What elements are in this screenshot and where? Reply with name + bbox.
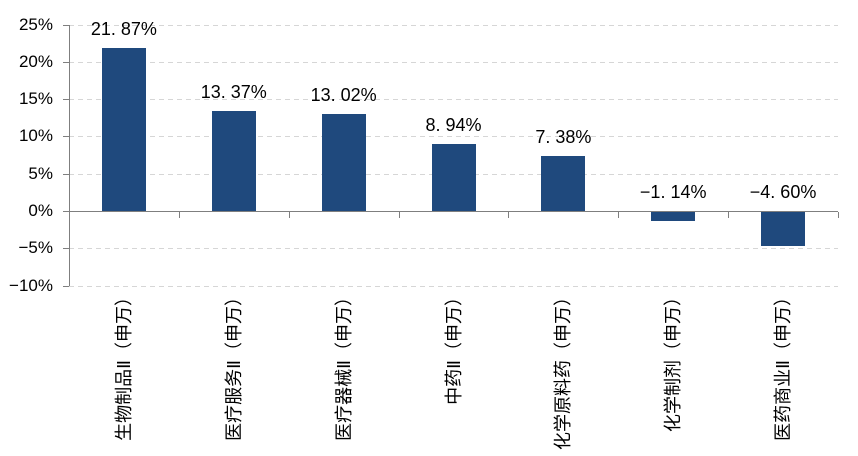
y-axis-line (69, 24, 70, 286)
y-tick-label: −5% (18, 238, 54, 258)
gridline (69, 136, 838, 138)
x-axis-line (69, 211, 838, 212)
x-category-label: 化学制剂（申万） (663, 288, 684, 432)
x-axis-tick (398, 212, 400, 218)
y-axis-tick (63, 248, 69, 250)
y-tick-label: −10% (9, 275, 53, 295)
x-axis-tick (728, 212, 730, 218)
x-axis-tick (178, 212, 180, 218)
bar (431, 144, 476, 211)
bar-value-label: 8. 94% (425, 115, 482, 136)
bar (651, 212, 696, 221)
bar-value-label: 21. 87% (90, 18, 157, 39)
y-tick-label: 15% (18, 89, 53, 109)
bar (211, 111, 256, 211)
gridline (69, 248, 838, 250)
x-category-label: 医药商业Ⅱ（申万） (773, 288, 794, 441)
bar (321, 113, 366, 211)
x-axis-tick (618, 212, 620, 218)
x-axis-tick (508, 212, 510, 218)
x-category-label: 生物制品Ⅱ（申万） (113, 288, 134, 441)
bar-value-label: −1. 14% (639, 182, 707, 202)
bar-value-label: −4. 60% (749, 182, 817, 202)
y-tick-label: 10% (18, 126, 53, 146)
bar-value-label: 13. 37% (200, 82, 267, 103)
y-axis-tick (63, 285, 69, 287)
y-tick-label: 0% (28, 201, 53, 220)
bar (101, 47, 146, 211)
x-axis-tick (69, 212, 70, 218)
y-tick-label: 20% (18, 51, 53, 71)
gridline (69, 24, 838, 26)
x-axis-tick (288, 212, 290, 218)
y-axis-tick (63, 136, 69, 138)
y-axis-tick (63, 211, 69, 212)
x-category-label: 中药Ⅱ（申万） (443, 288, 464, 405)
bar-value-label: 13. 02% (310, 84, 377, 105)
x-category-label: 化学原料药（申万） (553, 288, 574, 450)
x-axis-tick (838, 212, 839, 218)
y-axis-tick (63, 173, 69, 175)
gridline (69, 285, 838, 287)
gridline (69, 61, 838, 63)
gridline (69, 99, 838, 101)
y-axis-tick (63, 99, 69, 101)
y-tick-label: 5% (28, 163, 53, 183)
x-category-label: 医疗服务Ⅱ（申万） (223, 288, 244, 441)
y-axis-tick (63, 24, 69, 26)
x-category-label: 医疗器械Ⅱ（申万） (333, 288, 354, 441)
y-axis-tick (63, 61, 69, 63)
bar (541, 155, 586, 211)
bar-value-label: 7. 38% (535, 126, 592, 147)
y-tick-label: 25% (18, 14, 53, 34)
bar (761, 212, 806, 247)
